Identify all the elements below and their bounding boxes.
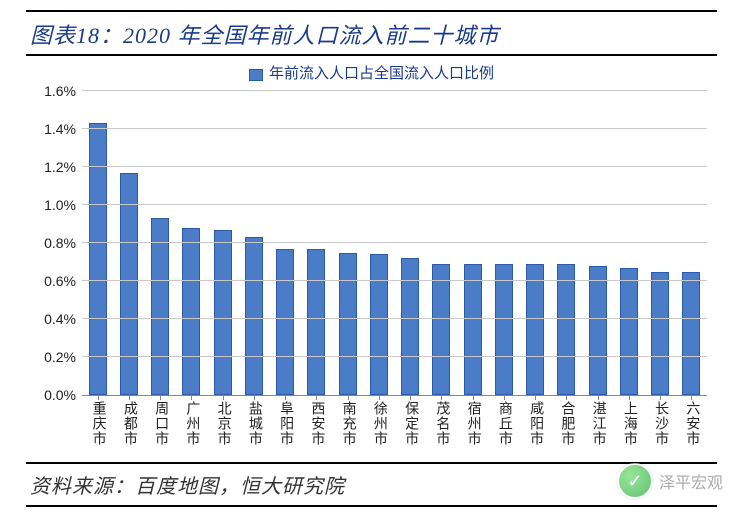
x-axis-label: 西安市 — [309, 401, 323, 446]
bar — [557, 264, 575, 395]
gridline — [82, 242, 707, 243]
x-tick — [504, 395, 505, 400]
watermark-text: 泽平宏观 — [659, 469, 723, 493]
gridline — [82, 318, 707, 319]
bar — [307, 249, 325, 395]
y-axis-label: 1.4% — [44, 121, 82, 137]
bar — [214, 230, 232, 395]
x-axis-label: 商丘市 — [497, 401, 511, 446]
gridline — [82, 128, 707, 129]
x-tick — [410, 395, 411, 400]
x-tick — [660, 395, 661, 400]
gridline — [82, 166, 707, 167]
x-axis-label: 保定市 — [403, 401, 417, 446]
x-axis-label: 长沙市 — [653, 401, 667, 446]
x-tick — [598, 395, 599, 400]
legend: 年前流入人口占全国流入人口比例 — [26, 56, 717, 85]
bar — [464, 264, 482, 395]
plot-region: 0.0%0.2%0.4%0.6%0.8%1.0%1.2%1.4%1.6%重庆市成… — [82, 91, 707, 396]
x-tick — [98, 395, 99, 400]
x-tick — [223, 395, 224, 400]
y-axis-label: 0.6% — [44, 273, 82, 289]
gridline — [82, 204, 707, 205]
y-axis-label: 1.6% — [44, 83, 82, 99]
x-tick — [535, 395, 536, 400]
y-axis-label: 0.2% — [44, 349, 82, 365]
bar — [276, 249, 294, 395]
x-axis-label: 徐州市 — [372, 401, 386, 446]
bar — [682, 272, 700, 396]
x-tick — [316, 395, 317, 400]
x-axis-label: 上海市 — [622, 401, 636, 446]
bar — [589, 266, 607, 395]
y-axis-label: 0.8% — [44, 235, 82, 251]
source-row: 资料来源：百度地图，恒大研究院 — [26, 462, 717, 507]
x-tick — [254, 395, 255, 400]
x-tick — [348, 395, 349, 400]
x-tick — [379, 395, 380, 400]
bar — [495, 264, 513, 395]
bar — [526, 264, 544, 395]
x-tick — [129, 395, 130, 400]
x-tick — [473, 395, 474, 400]
x-axis-label: 咸阳市 — [528, 401, 542, 446]
x-tick — [191, 395, 192, 400]
bar — [432, 264, 450, 395]
x-tick — [566, 395, 567, 400]
x-axis-label: 茂名市 — [434, 401, 448, 446]
x-tick — [629, 395, 630, 400]
x-axis-label: 广州市 — [184, 401, 198, 446]
y-axis-label: 1.2% — [44, 159, 82, 175]
wechat-icon: ✓ — [617, 463, 653, 499]
bar — [651, 272, 669, 396]
x-tick — [441, 395, 442, 400]
legend-label: 年前流入人口占全国流入人口比例 — [269, 66, 494, 82]
bar — [401, 258, 419, 395]
x-tick — [160, 395, 161, 400]
bar — [120, 173, 138, 395]
x-axis-label: 成都市 — [122, 401, 136, 446]
y-axis-label: 0.0% — [44, 387, 82, 403]
x-axis-label: 南充市 — [341, 401, 355, 446]
x-tick — [285, 395, 286, 400]
x-axis-label: 周口市 — [153, 401, 167, 446]
x-axis-label: 合肥市 — [559, 401, 573, 446]
bars-layer — [82, 91, 707, 395]
legend-swatch — [249, 69, 263, 81]
x-axis-label: 盐城市 — [247, 401, 261, 446]
bar — [339, 253, 357, 396]
y-axis-label: 0.4% — [44, 311, 82, 327]
chart-area: 0.0%0.2%0.4%0.6%0.8%1.0%1.2%1.4%1.6%重庆市成… — [30, 87, 713, 462]
y-axis-label: 1.0% — [44, 197, 82, 213]
x-axis-label: 六安市 — [684, 401, 698, 446]
bar — [89, 123, 107, 395]
x-axis-label: 阜阳市 — [278, 401, 292, 446]
watermark: ✓ 泽平宏观 — [617, 463, 723, 499]
x-tick — [691, 395, 692, 400]
gridline — [82, 356, 707, 357]
chart-title: 图表18：2020 年全国年前人口流入前二十城市 — [30, 23, 500, 48]
source-text: 资料来源：百度地图，恒大研究院 — [30, 476, 345, 498]
x-axis-label: 北京市 — [216, 401, 230, 446]
bar — [151, 218, 169, 395]
x-axis-label: 宿州市 — [466, 401, 480, 446]
gridline — [82, 90, 707, 91]
bar — [182, 228, 200, 395]
bar — [370, 254, 388, 395]
gridline — [82, 280, 707, 281]
x-axis-label: 湛江市 — [591, 401, 605, 446]
x-axis-label: 重庆市 — [91, 401, 105, 446]
chart-title-bar: 图表18：2020 年全国年前人口流入前二十城市 — [26, 10, 717, 56]
bar — [245, 237, 263, 395]
bar — [620, 268, 638, 395]
